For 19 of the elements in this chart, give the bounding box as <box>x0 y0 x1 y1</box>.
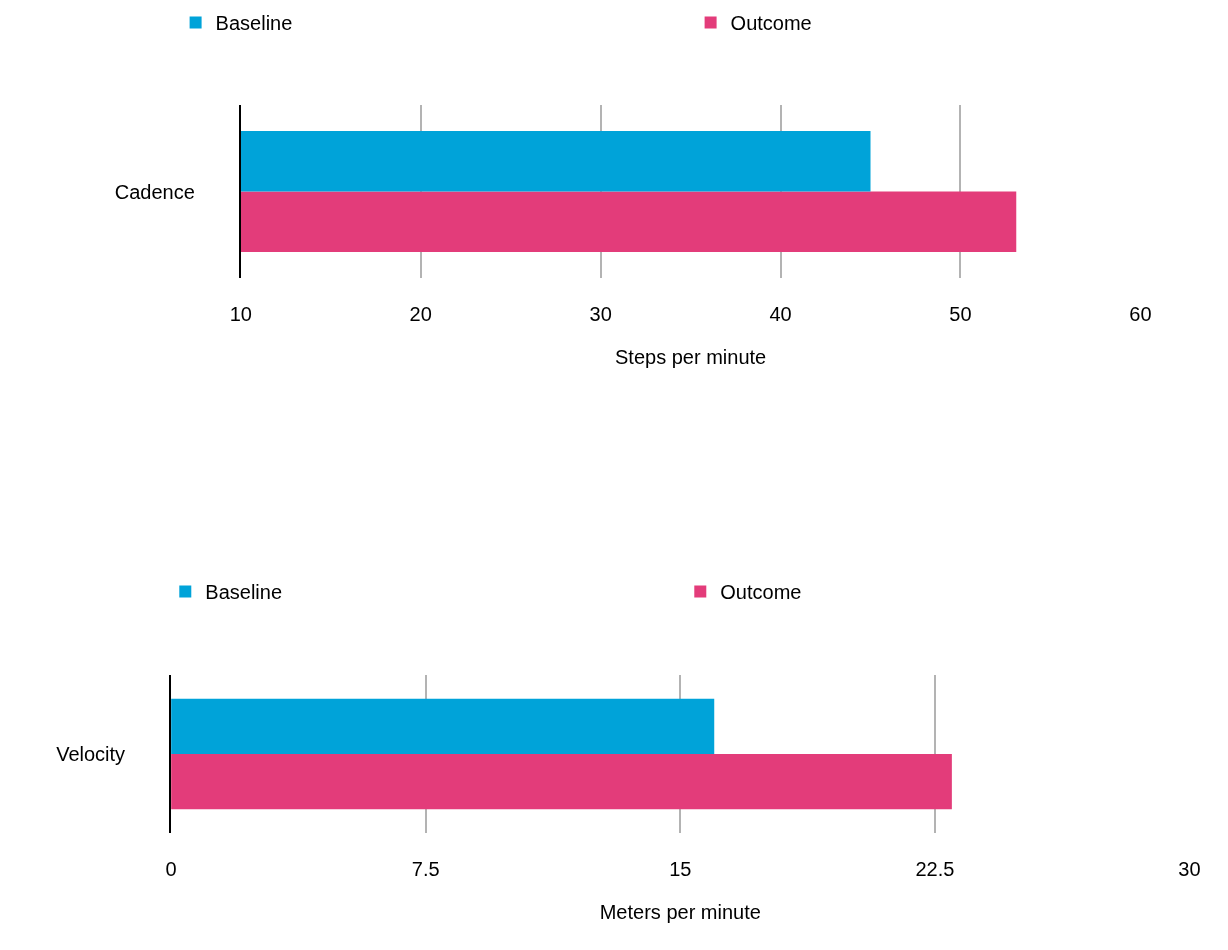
x-tick-label: 40 <box>769 303 792 325</box>
x-tick-label: 30 <box>589 303 612 325</box>
x-tick-label: 20 <box>409 303 432 325</box>
x-tick-label: 7.5 <box>411 858 440 880</box>
x-axis-title: Meters per minute <box>599 900 761 923</box>
legend-label: Outcome <box>720 581 802 604</box>
x-tick-label: 10 <box>229 303 252 325</box>
x-tick-label: 60 <box>1129 303 1152 325</box>
y-tick-label: Cadence <box>114 180 195 203</box>
x-tick-label: 15 <box>669 858 692 880</box>
y-tick-label: Velocity <box>56 743 126 765</box>
x-tick-label: 50 <box>949 303 972 325</box>
legend-label: Baseline <box>215 12 293 35</box>
x-tick-label: 30 <box>1178 858 1201 880</box>
legend-label: Outcome <box>730 12 812 35</box>
x-axis-title: Steps per minute <box>615 345 767 368</box>
legend-label: Baseline <box>205 581 283 604</box>
x-tick-label: 0 <box>165 858 177 880</box>
x-tick-label: 22.5 <box>915 858 955 880</box>
